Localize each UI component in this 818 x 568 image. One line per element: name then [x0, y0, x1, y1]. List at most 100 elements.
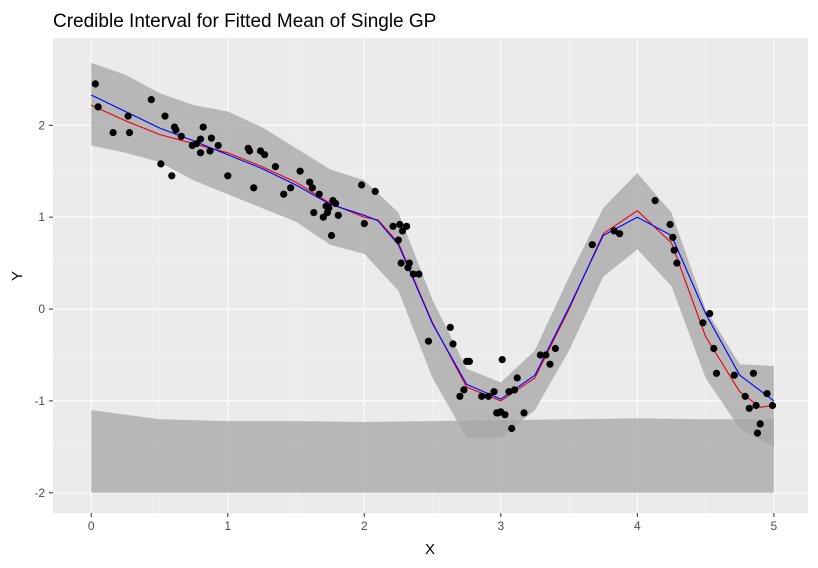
- data-point: [741, 392, 749, 400]
- x-tick-label: 3: [497, 519, 504, 533]
- data-point: [465, 357, 473, 365]
- data-point: [199, 123, 207, 131]
- data-point: [756, 420, 764, 428]
- data-point: [325, 204, 333, 212]
- data-point: [403, 222, 411, 230]
- data-point: [172, 126, 180, 134]
- data-point: [358, 181, 366, 189]
- data-point: [161, 112, 169, 120]
- y-tick-label: 0: [38, 302, 45, 316]
- data-point: [666, 220, 674, 229]
- data-point: [206, 147, 214, 155]
- data-point: [730, 371, 738, 379]
- data-point: [752, 401, 760, 410]
- data-point: [536, 351, 545, 359]
- data-point: [710, 344, 718, 353]
- data-point: [542, 351, 550, 359]
- data-point: [610, 227, 618, 235]
- data-point: [651, 197, 659, 205]
- data-point: [296, 167, 304, 175]
- data-point: [94, 103, 102, 111]
- plot-panel: [53, 38, 808, 513]
- data-point: [315, 190, 323, 198]
- data-point: [763, 390, 771, 398]
- y-tick-label: 2: [38, 118, 45, 132]
- data-point: [214, 141, 222, 150]
- data-point: [424, 337, 433, 345]
- data-point: [334, 211, 342, 219]
- data-point: [207, 134, 215, 142]
- data-point: [394, 236, 402, 244]
- y-tick-label: 1: [38, 210, 45, 224]
- data-point: [280, 190, 288, 198]
- data-point: [490, 388, 498, 396]
- data-point: [147, 96, 155, 104]
- y-tick-label: -2: [34, 486, 45, 500]
- data-point: [753, 429, 762, 437]
- data-point: [360, 220, 368, 228]
- x-tick-label: 1: [224, 519, 231, 533]
- data-point: [460, 386, 468, 394]
- x-axis-title: X: [425, 541, 435, 558]
- data-point: [192, 140, 200, 148]
- data-point: [415, 270, 423, 278]
- observations: [91, 80, 777, 437]
- data-point: [224, 172, 232, 180]
- data-point: [510, 386, 519, 394]
- data-point: [616, 230, 624, 238]
- data-point: [478, 392, 486, 400]
- data-point: [508, 424, 516, 433]
- data-point: [308, 184, 316, 192]
- data-point: [319, 213, 327, 221]
- data-point: [501, 411, 509, 419]
- data-point: [749, 369, 758, 377]
- data-point: [551, 344, 560, 353]
- data-point: [588, 241, 596, 249]
- data-point: [332, 199, 340, 207]
- data-point: [287, 184, 295, 192]
- x-axis-ticks: 0 1 2 3 4 5: [88, 513, 778, 533]
- data-point: [310, 209, 318, 217]
- data-point: [699, 319, 707, 327]
- data-point: [520, 409, 528, 417]
- data-point: [327, 231, 336, 240]
- data-point: [168, 172, 176, 180]
- data-point: [177, 132, 185, 140]
- x-tick-label: 0: [88, 519, 95, 533]
- data-point: [389, 222, 397, 230]
- data-point: [456, 392, 464, 400]
- data-point: [498, 356, 506, 364]
- x-tick-label: 2: [361, 519, 368, 533]
- data-point: [712, 369, 721, 377]
- data-point: [409, 270, 417, 278]
- credible-bands: [91, 62, 774, 493]
- data-point: [768, 401, 777, 410]
- y-axis-ticks: -2 -1 0 1 2: [34, 118, 53, 500]
- data-point: [261, 151, 269, 159]
- y-tick-label: -1: [34, 394, 45, 408]
- data-point: [484, 392, 493, 400]
- data-point: [505, 388, 513, 396]
- credible-band-1: [91, 62, 774, 447]
- data-point: [125, 129, 134, 137]
- data-point: [706, 310, 714, 318]
- data-point: [546, 360, 554, 368]
- x-tick-label: 5: [771, 519, 778, 533]
- data-point: [745, 404, 753, 412]
- data-point: [669, 233, 677, 241]
- data-point: [397, 259, 405, 267]
- data-point: [271, 163, 280, 171]
- data-point: [109, 129, 117, 137]
- credible-band-2: [91, 410, 774, 493]
- data-point: [124, 112, 132, 120]
- data-point: [250, 184, 258, 192]
- data-point: [673, 259, 681, 267]
- chart-title: Credible Interval for Fitted Mean of Sin…: [53, 11, 436, 32]
- data-point: [196, 135, 205, 143]
- data-point: [371, 187, 379, 195]
- data-point: [196, 149, 205, 157]
- data-point: [405, 259, 413, 267]
- data-point: [449, 340, 457, 348]
- data-point: [398, 227, 407, 235]
